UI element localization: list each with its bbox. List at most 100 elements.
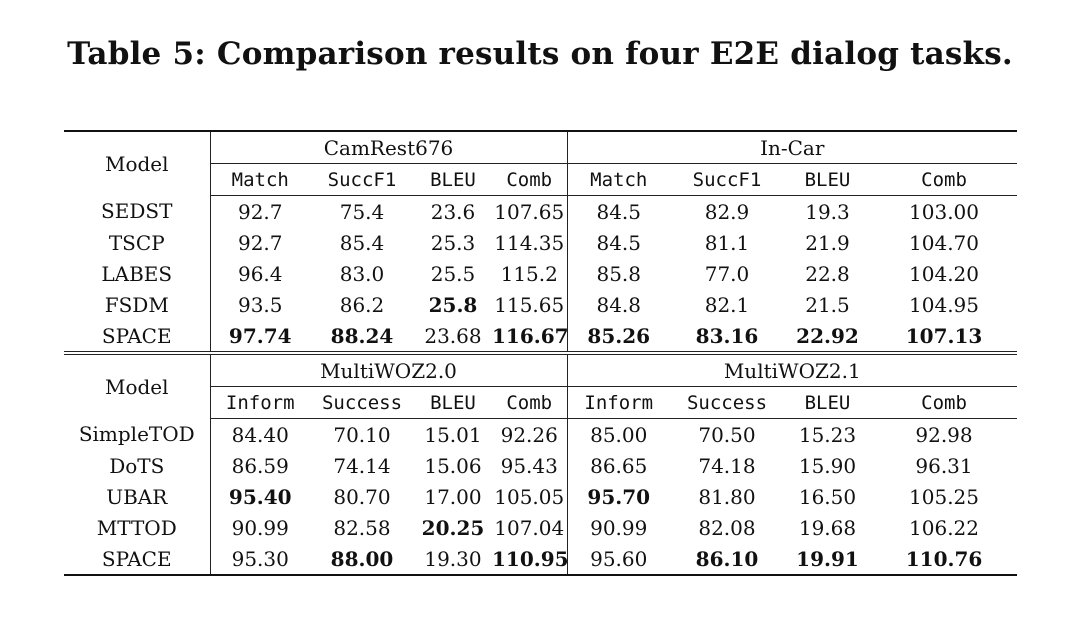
metric-value: 85.4 bbox=[339, 230, 385, 255]
metric-value: 84.8 bbox=[566, 289, 670, 320]
metric-header: Success bbox=[310, 386, 414, 419]
metric-value: 80.70 bbox=[333, 484, 391, 509]
results-table: Model CamRest676 In-Car Match SuccF1 BLEU Comb… bbox=[64, 130, 1018, 576]
table-body: Model CamRest676 In-Car Match SuccF1 BLEU Comb… bbox=[64, 130, 1018, 576]
metric-value: 105.25 bbox=[909, 484, 979, 509]
metric-value: 70.50 bbox=[698, 422, 756, 447]
metric-value: 19.3 bbox=[805, 199, 850, 224]
metric-header: BLEU bbox=[414, 163, 492, 196]
model-name: UBAR bbox=[106, 484, 168, 509]
metric-value: 92.7 bbox=[209, 227, 310, 258]
metric-value: 84.5 bbox=[566, 195, 670, 227]
model-name: DoTS bbox=[109, 453, 165, 478]
metric-value: 83.0 bbox=[339, 261, 385, 286]
metric-value: 116.67 bbox=[492, 320, 569, 355]
metric-value: 85.8 bbox=[566, 258, 670, 289]
metric-value: 83.16 bbox=[670, 320, 784, 355]
metric-value: 22.92 bbox=[784, 320, 871, 355]
metric-header: SuccF1 bbox=[670, 163, 784, 196]
table-row: DoTS 86.59 74.14 15.06 95.43 86.65 74.18 15.90 9… bbox=[64, 450, 1017, 481]
metric-value: 22.8 bbox=[805, 261, 850, 286]
model-name: SPACE bbox=[64, 543, 210, 576]
metric-value: 15.23 bbox=[798, 422, 857, 447]
metric-header-row: Inform Success BLEU Comb Inform Success BLEU Co… bbox=[64, 386, 1018, 419]
metric-value: 115.2 bbox=[500, 261, 558, 286]
metric-header: BLEU bbox=[414, 386, 492, 419]
metric-value: 77.0 bbox=[704, 261, 750, 286]
metric-value: 86.2 bbox=[339, 292, 385, 317]
dataset-group-header: MultiWOZ2.0 bbox=[209, 353, 567, 387]
metric-value: 21.9 bbox=[805, 230, 850, 255]
metric-header-row: Match SuccF1 BLEU Comb Match SuccF1 BLEU Comb bbox=[64, 163, 1018, 196]
metric-value: 96.4 bbox=[209, 258, 310, 289]
metric-value: 95.40 bbox=[209, 481, 310, 512]
metric-value: 25.3 bbox=[430, 230, 476, 255]
group-header-row: Model MultiWOZ2.0 MultiWOZ2.1 bbox=[64, 353, 1018, 399]
metric-value: 104.20 bbox=[909, 261, 979, 286]
metric-value: 92.7 bbox=[209, 195, 310, 227]
metric-value: 15.06 bbox=[424, 453, 482, 478]
metric-value: 23.6 bbox=[430, 199, 476, 224]
model-name: LABES bbox=[101, 261, 173, 286]
table-row: LABES 96.4 83.0 25.5 115.2 85.8 77.0 22.8 104.20 bbox=[64, 258, 1017, 289]
metric-value: 21.5 bbox=[805, 292, 850, 317]
metric-value: 95.43 bbox=[500, 453, 558, 478]
metric-value: 25.5 bbox=[430, 261, 476, 286]
metric-header: BLEU bbox=[784, 163, 871, 196]
metric-header: Match bbox=[566, 163, 670, 196]
metric-value: 103.00 bbox=[909, 199, 979, 224]
metric-value: 23.68 bbox=[414, 320, 492, 355]
metric-value: 19.91 bbox=[784, 543, 871, 576]
metric-header: BLEU bbox=[784, 386, 871, 419]
group-header-row: Model CamRest676 In-Car bbox=[64, 130, 1018, 196]
metric-value: 105.05 bbox=[494, 484, 565, 509]
dataset-group-header: MultiWOZ2.1 bbox=[566, 353, 1018, 387]
metric-value: 19.68 bbox=[798, 515, 857, 540]
metric-value: 82.08 bbox=[698, 515, 756, 540]
metric-value: 16.50 bbox=[798, 484, 857, 509]
metric-value: 107.04 bbox=[494, 515, 565, 540]
metric-header: Comb bbox=[492, 386, 567, 419]
metric-value: 74.14 bbox=[333, 453, 391, 478]
table-row: SimpleTOD 84.40 70.10 15.01 92.26 85.00 70.50 1… bbox=[64, 418, 1017, 450]
metric-value: 15.01 bbox=[424, 422, 482, 447]
metric-value: 82.58 bbox=[333, 515, 391, 540]
metric-value: 104.70 bbox=[909, 230, 979, 255]
metric-value: 92.98 bbox=[915, 422, 973, 447]
metric-value: 88.00 bbox=[310, 543, 414, 576]
dataset-group-header: In-Car bbox=[566, 130, 1018, 164]
dataset-group-header: CamRest676 bbox=[209, 130, 567, 164]
table-caption: Table 5: Comparison results on four E2E … bbox=[67, 36, 1013, 72]
metric-value: 95.30 bbox=[209, 543, 310, 576]
table-row: MTTOD 90.99 82.58 20.25 107.04 90.99 82.08 19.6… bbox=[64, 512, 1017, 543]
metric-value: 95.70 bbox=[566, 481, 670, 512]
metric-value: 107.13 bbox=[871, 320, 1018, 355]
metric-value: 74.18 bbox=[698, 453, 756, 478]
metric-header: Comb bbox=[871, 163, 1018, 196]
metric-value: 104.95 bbox=[909, 292, 979, 317]
metric-value: 75.4 bbox=[339, 199, 385, 224]
metric-value: 95.60 bbox=[566, 543, 670, 576]
metric-value: 70.10 bbox=[333, 422, 391, 447]
model-header: Model bbox=[64, 130, 210, 196]
metric-value: 17.00 bbox=[424, 484, 482, 509]
metric-value: 114.35 bbox=[494, 230, 565, 255]
metric-header: Comb bbox=[492, 163, 567, 196]
metric-value: 97.74 bbox=[209, 320, 310, 355]
metric-value: 81.1 bbox=[704, 230, 750, 255]
metric-value: 110.76 bbox=[871, 543, 1018, 576]
model-header: Model bbox=[104, 374, 169, 399]
model-name: MTTOD bbox=[96, 515, 177, 540]
metric-header: SuccF1 bbox=[310, 163, 414, 196]
model-name: SPACE bbox=[64, 320, 210, 355]
table-row: UBAR 95.40 80.70 17.00 105.05 95.70 81.80 16.50… bbox=[64, 481, 1017, 512]
metric-value: 107.65 bbox=[494, 199, 565, 224]
metric-value: 85.00 bbox=[566, 418, 670, 450]
metric-value: 19.30 bbox=[414, 543, 492, 576]
metric-value: 93.5 bbox=[209, 289, 310, 320]
metric-value: 25.8 bbox=[428, 292, 478, 317]
metric-value: 96.31 bbox=[915, 453, 973, 478]
metric-value: 84.5 bbox=[566, 227, 670, 258]
table-row: TSCP 92.7 85.4 25.3 114.35 84.5 81.1 21.9 104.70 bbox=[64, 227, 1017, 258]
metric-value: 20.25 bbox=[421, 515, 485, 540]
